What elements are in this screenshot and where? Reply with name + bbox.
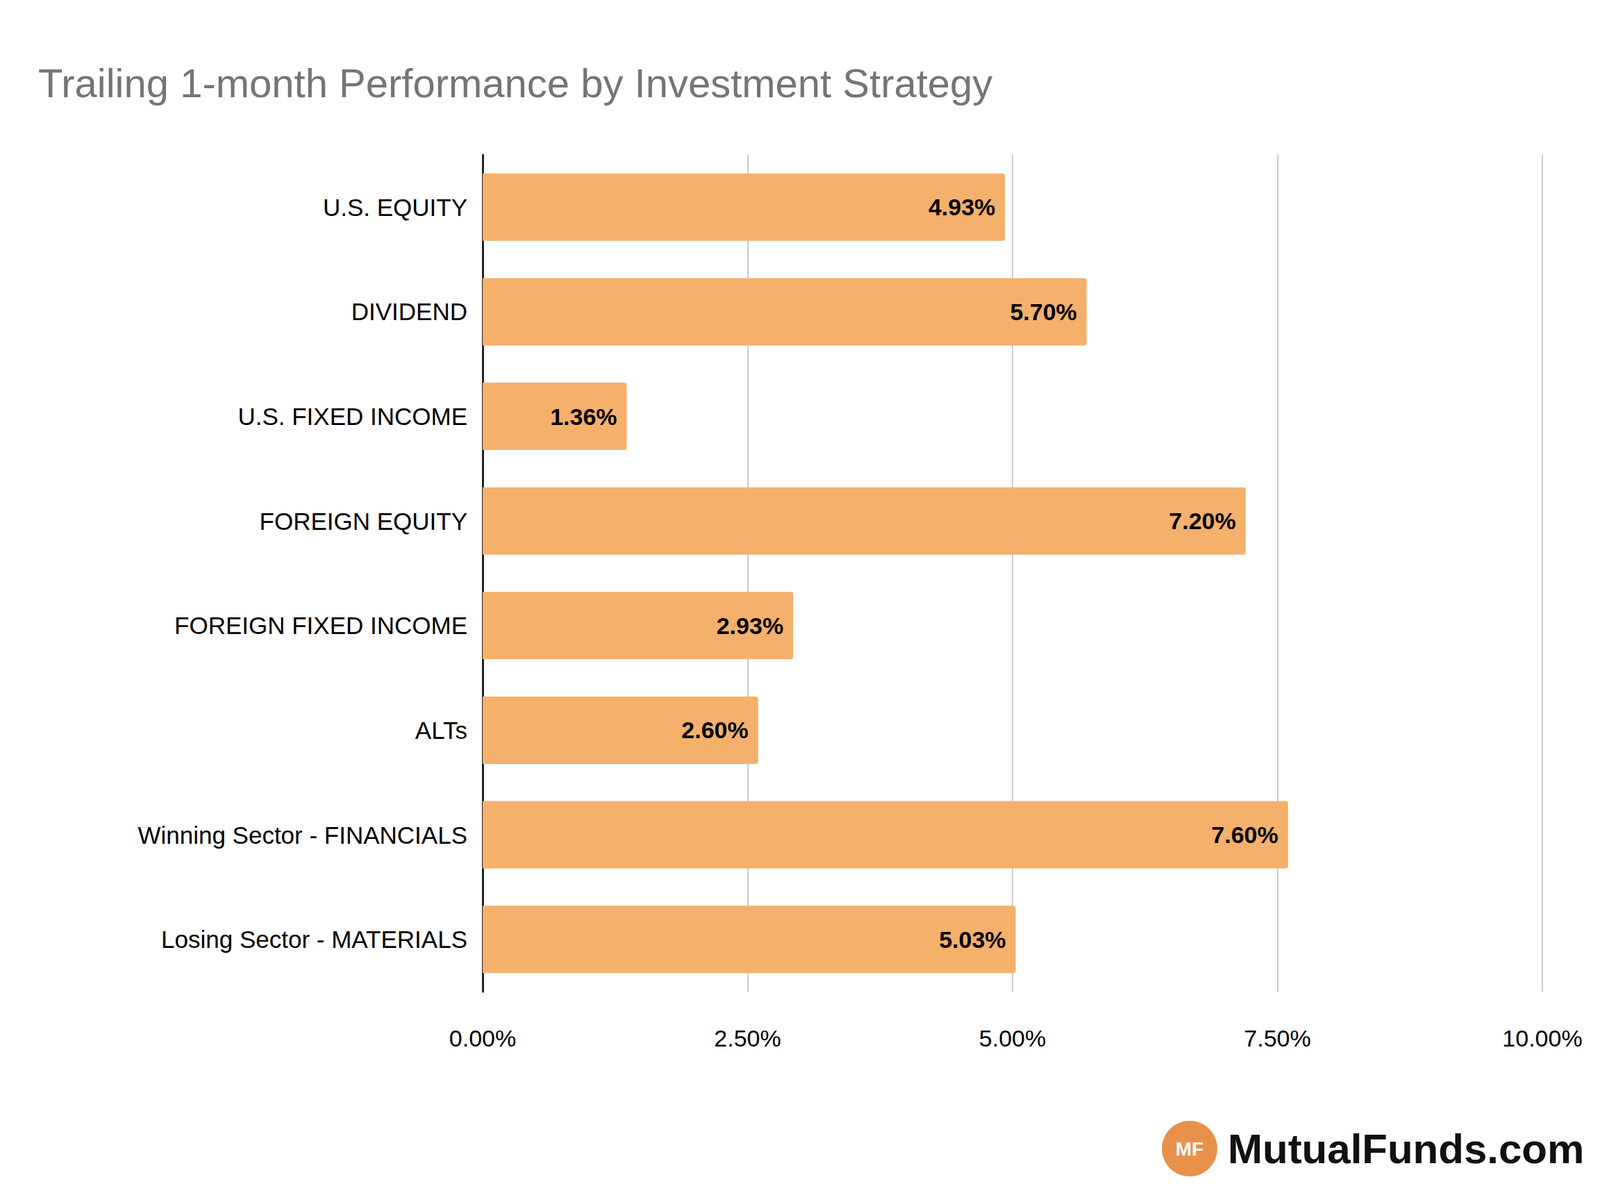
svg-text:2.93%: 2.93% <box>716 612 784 639</box>
svg-text:2.60%: 2.60% <box>681 716 748 744</box>
svg-text:DIVIDEND: DIVIDEND <box>351 297 468 325</box>
svg-text:FOREIGN FIXED INCOME: FOREIGN FIXED INCOME <box>174 611 468 639</box>
svg-text:Winning Sector - FINANCIALS: Winning Sector - FINANCIALS <box>137 821 468 849</box>
svg-text:7.50%: 7.50% <box>1243 1025 1311 1052</box>
svg-text:Losing Sector - MATERIALS: Losing Sector - MATERIALS <box>161 925 468 953</box>
svg-text:MF: MF <box>1175 1138 1204 1160</box>
svg-text:Trailing 1-month Performance b: Trailing 1-month Performance by Investme… <box>38 60 993 106</box>
svg-text:2.50%: 2.50% <box>713 1025 781 1052</box>
svg-text:FOREIGN EQUITY: FOREIGN EQUITY <box>259 507 468 535</box>
svg-text:U.S. EQUITY: U.S. EQUITY <box>322 193 468 221</box>
svg-text:0.00%: 0.00% <box>449 1025 516 1052</box>
svg-text:5.70%: 5.70% <box>1009 298 1077 325</box>
svg-text:ALTs: ALTs <box>415 716 468 744</box>
svg-text:7.60%: 7.60% <box>1211 821 1278 848</box>
svg-text:U.S. FIXED INCOME: U.S. FIXED INCOME <box>237 402 468 430</box>
svg-text:5.00%: 5.00% <box>979 1025 1046 1052</box>
svg-text:5.03%: 5.03% <box>938 926 1006 953</box>
svg-text:1.36%: 1.36% <box>550 403 617 430</box>
svg-text:MutualFunds.com: MutualFunds.com <box>1227 1125 1585 1173</box>
svg-text:4.93%: 4.93% <box>928 193 996 221</box>
svg-text:10.00%: 10.00% <box>1502 1025 1582 1052</box>
svg-text:7.20%: 7.20% <box>1168 507 1236 535</box>
